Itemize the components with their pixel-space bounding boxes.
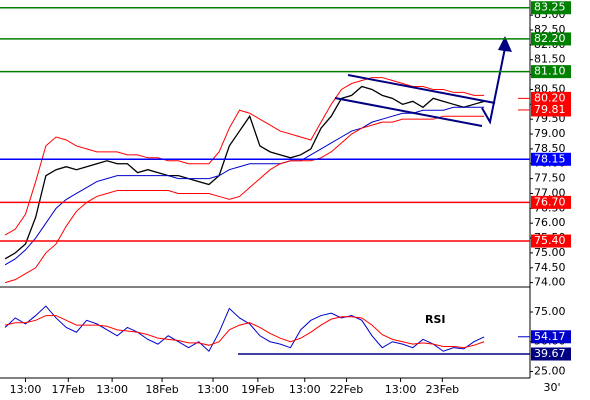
- level-box: [531, 347, 571, 361]
- level-label: 83.25: [534, 1, 566, 14]
- marker-label: 54.17: [534, 330, 566, 343]
- level-label: 39.67: [534, 347, 566, 360]
- y-tick-label: 76.00: [534, 216, 566, 229]
- marker-box: [531, 103, 571, 117]
- x-tick-label: 13:00: [96, 383, 128, 396]
- y-tick-label: 75.00: [534, 305, 566, 318]
- level-box: [531, 195, 571, 209]
- marker-label: 80.20: [534, 91, 566, 104]
- marker-box: [531, 91, 571, 105]
- series-line: [4, 115, 485, 284]
- x-tick-label: 13:00: [197, 383, 229, 396]
- x-tick-label: 19Feb: [241, 383, 274, 396]
- level-label: 76.70: [534, 195, 566, 208]
- timeframe: 30': [543, 381, 560, 394]
- level-box: [531, 152, 571, 166]
- level-box: [531, 32, 571, 46]
- level-box: [531, 234, 571, 248]
- arrow-head: [498, 36, 512, 52]
- marker-box: [531, 330, 571, 344]
- level-label: 75.40: [534, 234, 566, 247]
- series-line: [4, 85, 485, 260]
- rsi-label: RSI: [425, 313, 446, 326]
- series-line: [4, 315, 485, 349]
- y-tick-label: 77.50: [534, 172, 566, 185]
- y-tick-label: 74.00: [534, 276, 566, 289]
- marker-label: 79.81: [534, 103, 566, 116]
- x-tick-label: 13:00: [289, 383, 321, 396]
- y-tick-label: 75.00: [534, 246, 566, 259]
- trend-line: [347, 74, 496, 104]
- series-line: [4, 77, 485, 236]
- series-line: [4, 106, 485, 266]
- marks: [4, 77, 485, 353]
- level-label: 78.15: [534, 152, 566, 165]
- y-tick-label: 25.00: [534, 364, 566, 377]
- y-tick-label: 81.50: [534, 53, 566, 66]
- level-box: [531, 65, 571, 79]
- level-label: 81.10: [534, 65, 566, 78]
- trend-line: [334, 97, 483, 127]
- y-tick-label: 74.50: [534, 261, 566, 274]
- level-box: [531, 1, 571, 15]
- y-tick-label: 79.00: [534, 127, 566, 140]
- level-label: 82.20: [534, 32, 566, 45]
- x-tick-label: 13:00: [385, 383, 417, 396]
- x-tick-label: 23Feb: [426, 383, 459, 396]
- y-tick-label: 78.50: [534, 142, 566, 155]
- projection-arrow: [481, 47, 506, 125]
- series-line: [4, 305, 485, 353]
- x-tick-label: 18Feb: [145, 383, 178, 396]
- x-tick-label: 17Feb: [52, 383, 85, 396]
- x-tick-label: 22Feb: [330, 383, 363, 396]
- x-tick-label: 13:00: [10, 383, 42, 396]
